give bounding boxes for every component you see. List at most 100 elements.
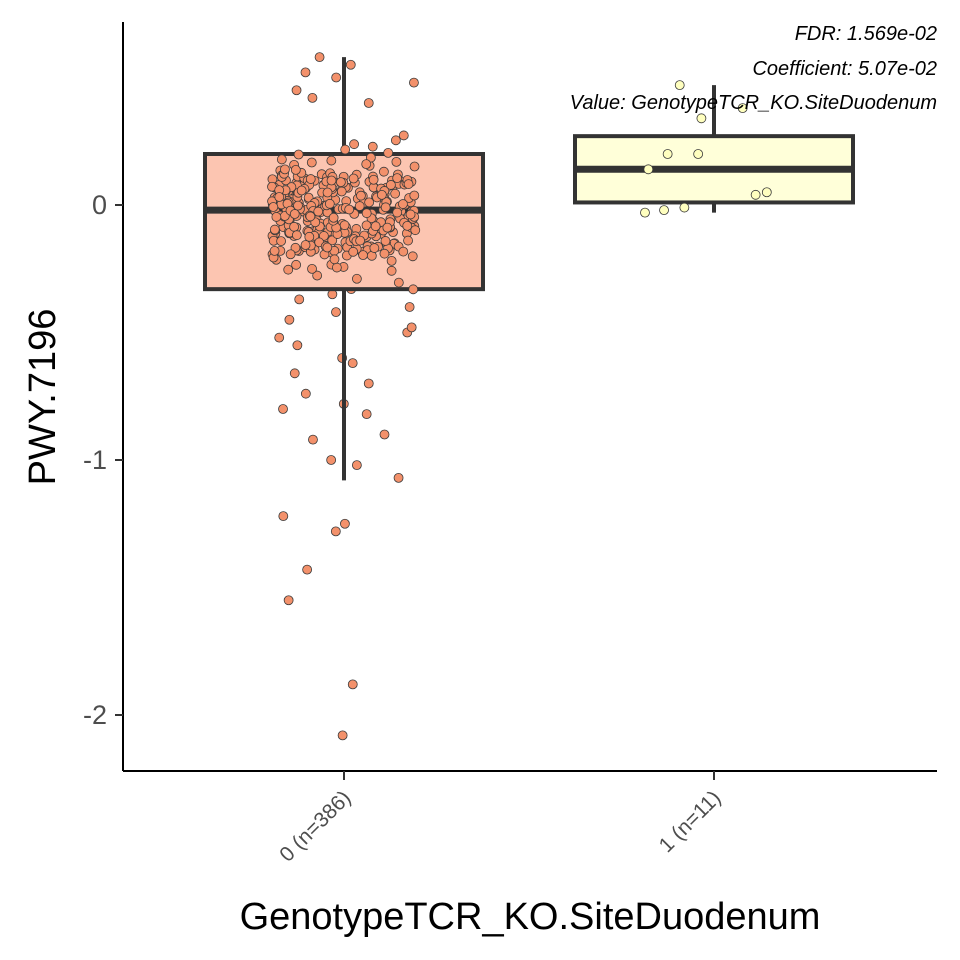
data-point xyxy=(340,144,351,155)
data-point xyxy=(328,212,339,223)
data-point xyxy=(278,511,289,521)
data-point xyxy=(380,202,391,213)
data-point xyxy=(390,188,401,199)
data-point xyxy=(410,225,421,236)
data-point xyxy=(368,174,379,185)
data-point xyxy=(383,147,394,158)
data-point xyxy=(283,264,294,275)
data-point xyxy=(280,164,290,175)
data-point xyxy=(339,220,350,231)
data-point xyxy=(379,429,390,440)
data-point xyxy=(356,190,366,201)
data-point xyxy=(274,332,285,343)
top-points-layer xyxy=(267,80,772,295)
data-point xyxy=(348,246,359,257)
data-point xyxy=(308,434,318,445)
data-point xyxy=(380,236,391,246)
data-point xyxy=(376,189,387,200)
data-point xyxy=(693,149,704,159)
data-point xyxy=(750,189,761,200)
data-point xyxy=(404,302,415,312)
data-point xyxy=(361,409,372,420)
data-point xyxy=(322,187,333,198)
data-point xyxy=(403,179,414,189)
data-point xyxy=(398,246,409,257)
data-point xyxy=(294,294,305,305)
y-axis-title: PWY.7196 xyxy=(22,309,64,486)
data-point xyxy=(640,207,650,218)
data-point xyxy=(331,307,341,318)
data-point xyxy=(326,455,337,465)
data-point xyxy=(390,135,401,146)
data-point xyxy=(369,243,380,253)
data-point xyxy=(386,265,397,276)
data-point xyxy=(402,220,413,231)
data-point xyxy=(408,284,419,295)
data-point xyxy=(364,197,375,208)
data-point xyxy=(276,154,287,165)
data-point xyxy=(354,201,365,211)
data-point xyxy=(324,198,335,209)
annotation-value: Value: GenotypeTCR_KO.SiteDuodenum xyxy=(570,92,937,114)
data-point xyxy=(305,211,316,222)
data-point xyxy=(385,180,396,190)
data-point xyxy=(322,242,333,253)
data-point xyxy=(379,166,389,177)
x-tick-label: 0 (n=386) xyxy=(275,786,355,866)
data-point xyxy=(406,322,417,333)
data-point xyxy=(386,255,397,266)
data-point xyxy=(662,149,673,159)
data-point xyxy=(293,149,304,160)
annotation-coefficient: Coefficient: 5.07e-02 xyxy=(752,58,937,80)
data-point xyxy=(300,388,311,399)
y-tick-label: -2 xyxy=(83,700,107,730)
data-point xyxy=(761,187,772,198)
data-point xyxy=(326,175,337,186)
data-point xyxy=(278,404,288,414)
data-point xyxy=(326,155,337,166)
data-point xyxy=(347,679,358,690)
data-point xyxy=(291,230,302,241)
data-point xyxy=(379,248,390,259)
boxes-layer xyxy=(203,57,855,481)
data-point xyxy=(361,159,372,170)
data-point xyxy=(292,340,303,351)
data-point xyxy=(367,141,378,152)
data-point xyxy=(344,204,355,215)
data-point xyxy=(659,205,669,216)
data-point xyxy=(304,231,315,242)
data-point xyxy=(327,235,338,246)
data-point xyxy=(391,156,402,167)
data-point xyxy=(392,207,403,218)
x-axis-title: GenotypeTCR_KO.SiteDuodenum xyxy=(240,896,821,938)
data-point xyxy=(291,85,302,96)
data-point xyxy=(351,460,362,471)
data-point xyxy=(314,52,325,62)
data-point xyxy=(312,270,323,281)
data-point xyxy=(674,80,685,91)
data-point xyxy=(291,259,302,270)
data-point xyxy=(409,161,420,172)
data-point xyxy=(409,190,420,201)
data-point xyxy=(331,262,342,273)
annotation-fdr: FDR: 1.569e-02 xyxy=(795,23,937,45)
data-point xyxy=(336,186,347,197)
data-point xyxy=(271,212,282,222)
data-point xyxy=(313,206,324,217)
data-point xyxy=(347,358,358,369)
y-axis-ticks: -2 -1 0 xyxy=(83,190,123,730)
data-point xyxy=(302,564,313,575)
data-point xyxy=(358,250,368,261)
data-point xyxy=(307,263,317,274)
data-point xyxy=(296,185,307,196)
x-axis-ticks: 0 (n=386) 1 (n=11) xyxy=(275,771,726,867)
data-point xyxy=(274,192,285,202)
data-point xyxy=(361,208,372,219)
data-point xyxy=(300,67,311,78)
data-point xyxy=(409,77,419,88)
data-point xyxy=(293,200,303,211)
y-tick-label: 0 xyxy=(92,190,107,220)
data-point xyxy=(407,251,418,262)
data-point xyxy=(290,242,301,253)
